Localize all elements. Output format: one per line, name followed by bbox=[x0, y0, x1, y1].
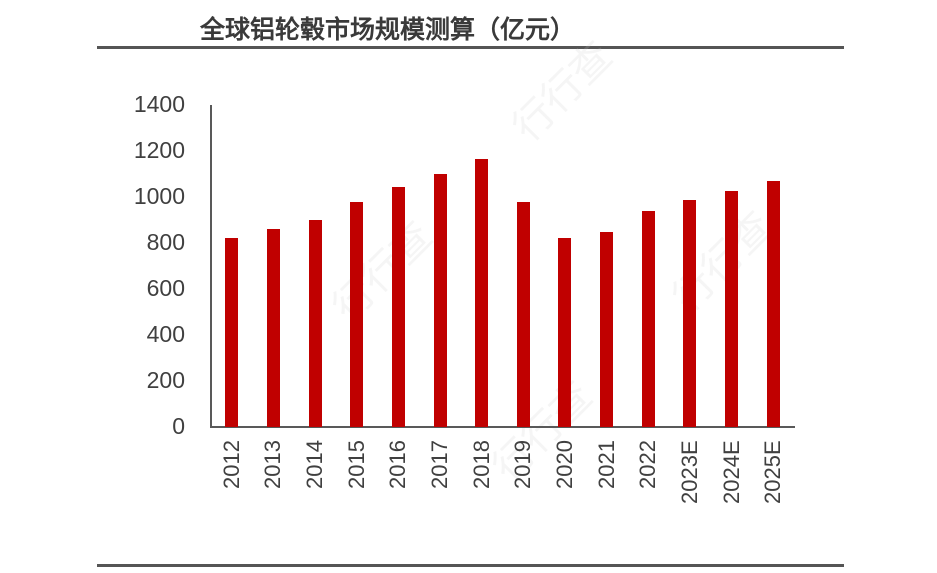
y-axis bbox=[210, 105, 212, 428]
bar-2017 bbox=[433, 174, 447, 427]
x-axis bbox=[210, 426, 795, 428]
bar-2020 bbox=[558, 238, 572, 427]
x-tick-label: 2012 bbox=[218, 440, 244, 489]
x-tick-label: 2024E bbox=[718, 440, 744, 504]
bar-2018 bbox=[475, 159, 489, 427]
x-tick-label: 2015 bbox=[343, 440, 369, 489]
bar-2015 bbox=[350, 201, 364, 427]
bottom-rule bbox=[97, 564, 844, 567]
y-tick-label: 400 bbox=[146, 321, 185, 347]
x-tick-label: 2020 bbox=[551, 440, 577, 489]
y-tick-label: 600 bbox=[146, 275, 185, 301]
watermark: 行行查 bbox=[324, 213, 442, 331]
x-tick-label: 2025E bbox=[760, 440, 786, 504]
x-tick-label: 2018 bbox=[468, 440, 494, 489]
bar-2025E bbox=[766, 180, 780, 427]
chart-title: 全球铝轮毂市场规模测算（亿元） bbox=[200, 15, 576, 44]
x-tick-label: 2014 bbox=[302, 440, 328, 489]
watermark: 行行查 bbox=[664, 203, 782, 321]
x-tick-label: 2019 bbox=[510, 440, 536, 489]
y-tick-label: 800 bbox=[146, 229, 185, 255]
bar-2014 bbox=[308, 220, 322, 427]
bar-2016 bbox=[391, 186, 405, 427]
x-tick-label: 2023E bbox=[676, 440, 702, 504]
x-tick-label: 2021 bbox=[593, 440, 619, 489]
bar-2012 bbox=[225, 238, 239, 427]
bar-2023E bbox=[683, 200, 697, 427]
x-tick-label: 2016 bbox=[385, 440, 411, 489]
y-tick-label: 1200 bbox=[133, 137, 185, 163]
y-tick-label: 1400 bbox=[133, 91, 185, 117]
x-tick-label: 2017 bbox=[427, 440, 453, 489]
bar-2019 bbox=[516, 201, 530, 427]
watermark: 行行查 bbox=[484, 373, 602, 491]
bar-2024E bbox=[725, 191, 739, 427]
x-tick-label: 2013 bbox=[260, 440, 286, 489]
title-rule bbox=[97, 46, 844, 49]
y-tick-label: 0 bbox=[172, 413, 185, 439]
bar-2021 bbox=[600, 231, 614, 427]
x-tick-label: 2022 bbox=[635, 440, 661, 489]
bar-2013 bbox=[266, 229, 280, 427]
y-tick-label: 200 bbox=[146, 367, 185, 393]
y-tick-label: 1000 bbox=[133, 183, 185, 209]
bar-2022 bbox=[641, 210, 655, 427]
